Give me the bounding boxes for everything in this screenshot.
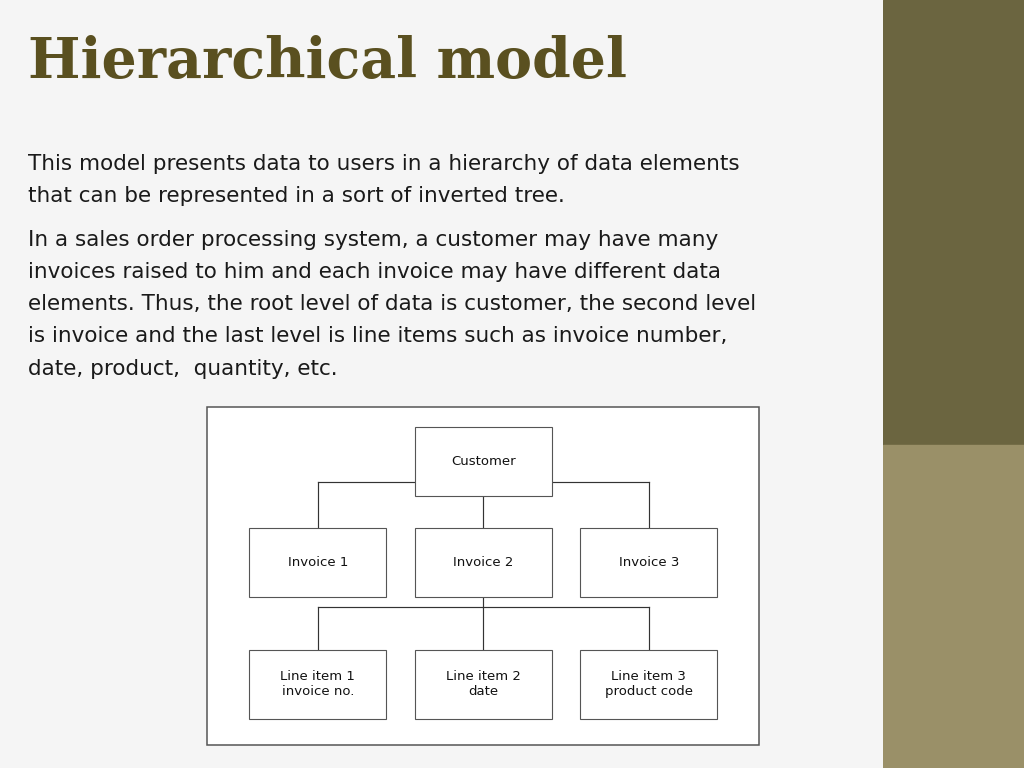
Text: This model presents data to users in a hierarchy of data elements: This model presents data to users in a h… [29, 154, 740, 174]
Bar [208, 407, 759, 745]
Text: Customer: Customer [451, 455, 516, 468]
Bar [581, 650, 717, 719]
Text: elements. Thus, the root level of data is customer, the second level: elements. Thus, the root level of data i… [29, 294, 757, 314]
Bar [883, 0, 1024, 445]
Bar [250, 650, 386, 719]
Bar [415, 426, 552, 495]
Bar [883, 445, 1024, 768]
Text: Line item 1
invoice no.: Line item 1 invoice no. [281, 670, 355, 698]
Text: that can be represented in a sort of inverted tree.: that can be represented in a sort of inv… [29, 186, 565, 206]
Text: Line item 2
date: Line item 2 date [445, 670, 521, 698]
Bar [250, 528, 386, 597]
Text: is invoice and the last level is line items such as invoice number,: is invoice and the last level is line it… [29, 326, 728, 346]
Bar [415, 650, 552, 719]
Text: date, product,  quantity, etc.: date, product, quantity, etc. [29, 359, 338, 379]
Bar [581, 528, 717, 597]
Text: Line item 3
product code: Line item 3 product code [605, 670, 693, 698]
Text: Invoice 1: Invoice 1 [288, 556, 348, 569]
Text: Hierarchical model: Hierarchical model [29, 35, 628, 90]
Text: invoices raised to him and each invoice may have different data: invoices raised to him and each invoice … [29, 262, 721, 282]
Text: Invoice 2: Invoice 2 [453, 556, 513, 569]
Bar [415, 528, 552, 597]
Text: In a sales order processing system, a customer may have many: In a sales order processing system, a cu… [29, 230, 719, 250]
Text: Invoice 3: Invoice 3 [618, 556, 679, 569]
